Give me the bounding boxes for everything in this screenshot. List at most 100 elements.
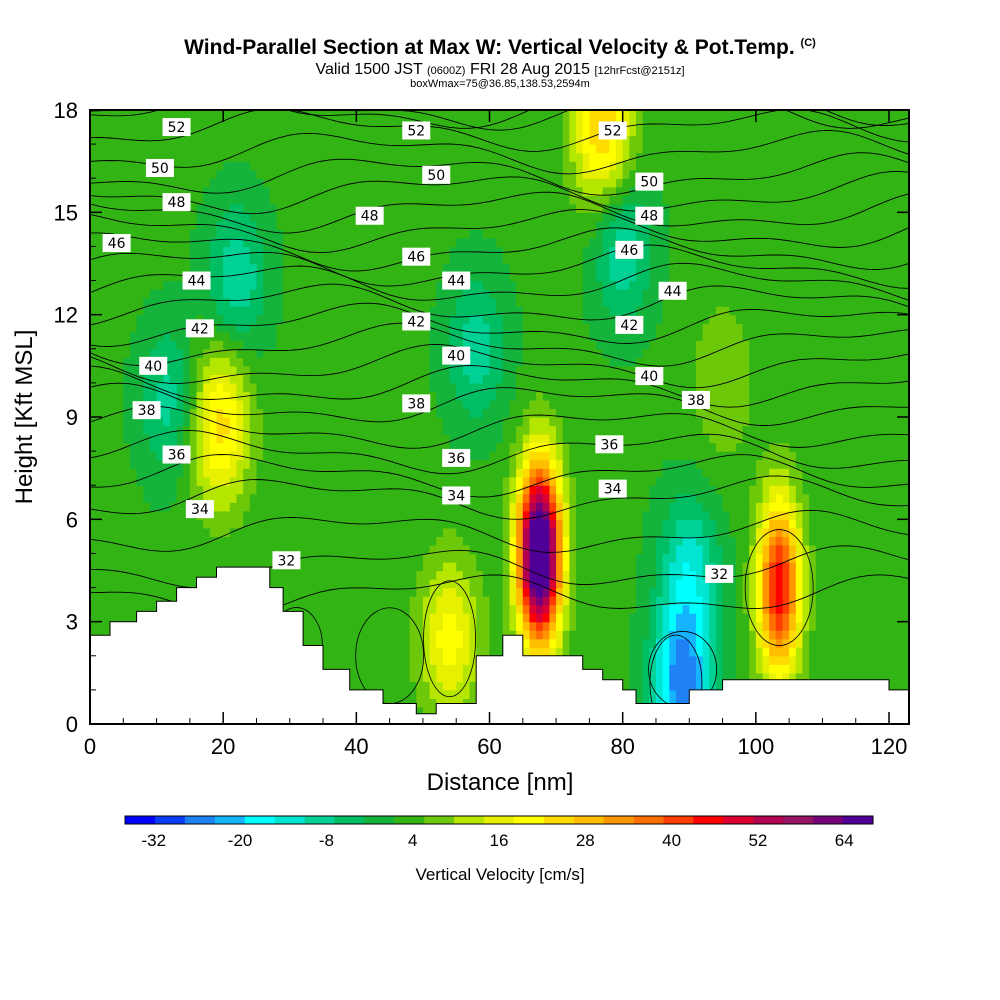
- velocity-cell: [522, 536, 531, 546]
- velocity-cell: [542, 468, 551, 478]
- velocity-cell: [103, 212, 111, 222]
- velocity-cell: [376, 425, 384, 435]
- velocity-cell: [189, 519, 198, 529]
- velocity-cell: [389, 621, 397, 631]
- velocity-cell: [422, 587, 431, 597]
- velocity-cell: [496, 502, 504, 512]
- velocity-cell: [96, 314, 104, 324]
- velocity-cell: [449, 536, 457, 546]
- velocity-cell: [382, 237, 391, 248]
- velocity-cell: [502, 195, 511, 205]
- velocity-cell: [176, 434, 184, 444]
- velocity-cell: [203, 425, 211, 435]
- velocity-cell: [356, 220, 364, 230]
- velocity-cell: [256, 272, 264, 282]
- velocity-cell: [323, 212, 331, 222]
- velocity-cell: [103, 161, 111, 171]
- velocity-cell: [529, 263, 537, 273]
- velocity-cell: [90, 161, 98, 171]
- velocity-cell: [156, 485, 164, 495]
- velocity-cell: [356, 391, 364, 401]
- velocity-cell: [276, 161, 284, 171]
- velocity-cell: [283, 459, 291, 469]
- velocity-cell: [269, 442, 278, 452]
- velocity-cell: [429, 110, 437, 120]
- velocity-cell: [502, 374, 511, 384]
- velocity-cell: [343, 510, 351, 520]
- velocity-cell: [243, 340, 251, 350]
- velocity-cell: [236, 365, 244, 375]
- velocity-cell: [96, 630, 104, 640]
- velocity-cell: [329, 493, 337, 503]
- velocity-cell: [216, 178, 224, 188]
- velocity-cell: [163, 246, 171, 256]
- velocity-cell: [209, 425, 218, 435]
- velocity-cell: [542, 638, 551, 648]
- velocity-cell: [496, 527, 504, 537]
- velocity-cell: [276, 169, 284, 179]
- velocity-cell: [349, 527, 357, 537]
- velocity-cell: [422, 613, 431, 623]
- velocity-cell: [223, 340, 231, 350]
- velocity-cell: [109, 144, 118, 154]
- velocity-cell: [316, 519, 324, 529]
- velocity-cell: [229, 314, 238, 324]
- velocity-cell: [536, 203, 544, 213]
- velocity-cell: [369, 451, 377, 461]
- velocity-cell: [283, 229, 291, 239]
- velocity-cell: [309, 254, 317, 265]
- velocity-cell: [136, 510, 144, 520]
- velocity-cell: [396, 340, 404, 350]
- velocity-cell: [223, 544, 231, 555]
- velocity-cell: [429, 579, 437, 589]
- velocity-cell: [489, 604, 497, 614]
- velocity-cell: [216, 459, 224, 469]
- velocity-cell: [143, 502, 151, 512]
- velocity-cell: [356, 144, 364, 154]
- velocity-cell: [236, 493, 244, 503]
- velocity-cell: [402, 152, 411, 162]
- velocity-cell: [476, 357, 484, 367]
- velocity-cell: [369, 527, 377, 537]
- velocity-cell: [176, 536, 184, 546]
- velocity-cell: [303, 297, 311, 307]
- velocity-cell: [343, 664, 351, 674]
- velocity-cell: [329, 527, 337, 537]
- velocity-cell: [442, 527, 451, 537]
- velocity-cell: [249, 169, 258, 179]
- velocity-cell: [376, 357, 384, 367]
- velocity-cell: [482, 604, 491, 614]
- velocity-cell: [449, 254, 457, 265]
- velocity-cell: [529, 527, 537, 537]
- velocity-cell: [336, 254, 344, 265]
- velocity-cell: [249, 348, 258, 358]
- velocity-cell: [236, 340, 244, 350]
- velocity-cell: [263, 186, 271, 196]
- velocity-cell: [96, 502, 104, 512]
- velocity-cell: [129, 442, 138, 452]
- velocity-cell: [529, 306, 537, 316]
- velocity-cell: [283, 348, 291, 358]
- velocity-cell: [276, 579, 284, 589]
- velocity-cell: [489, 118, 497, 128]
- velocity-cell: [356, 502, 364, 512]
- velocity-cell: [436, 672, 444, 682]
- velocity-cell: [369, 672, 377, 682]
- velocity-cell: [389, 613, 397, 623]
- velocity-cell: [376, 553, 384, 563]
- velocity-cell: [502, 331, 511, 341]
- velocity-cell: [189, 459, 198, 469]
- velocity-cell: [436, 272, 444, 282]
- velocity-cell: [109, 374, 118, 384]
- velocity-cell: [409, 630, 417, 640]
- velocity-cell: [382, 425, 391, 435]
- velocity-cell: [363, 596, 371, 606]
- velocity-cell: [422, 544, 431, 555]
- velocity-cell: [449, 169, 457, 179]
- velocity-cell: [376, 579, 384, 589]
- velocity-cell: [542, 502, 551, 512]
- velocity-cell: [203, 468, 211, 478]
- velocity-cell: [369, 434, 377, 444]
- velocity-cell: [276, 178, 284, 188]
- velocity-cell: [469, 655, 477, 665]
